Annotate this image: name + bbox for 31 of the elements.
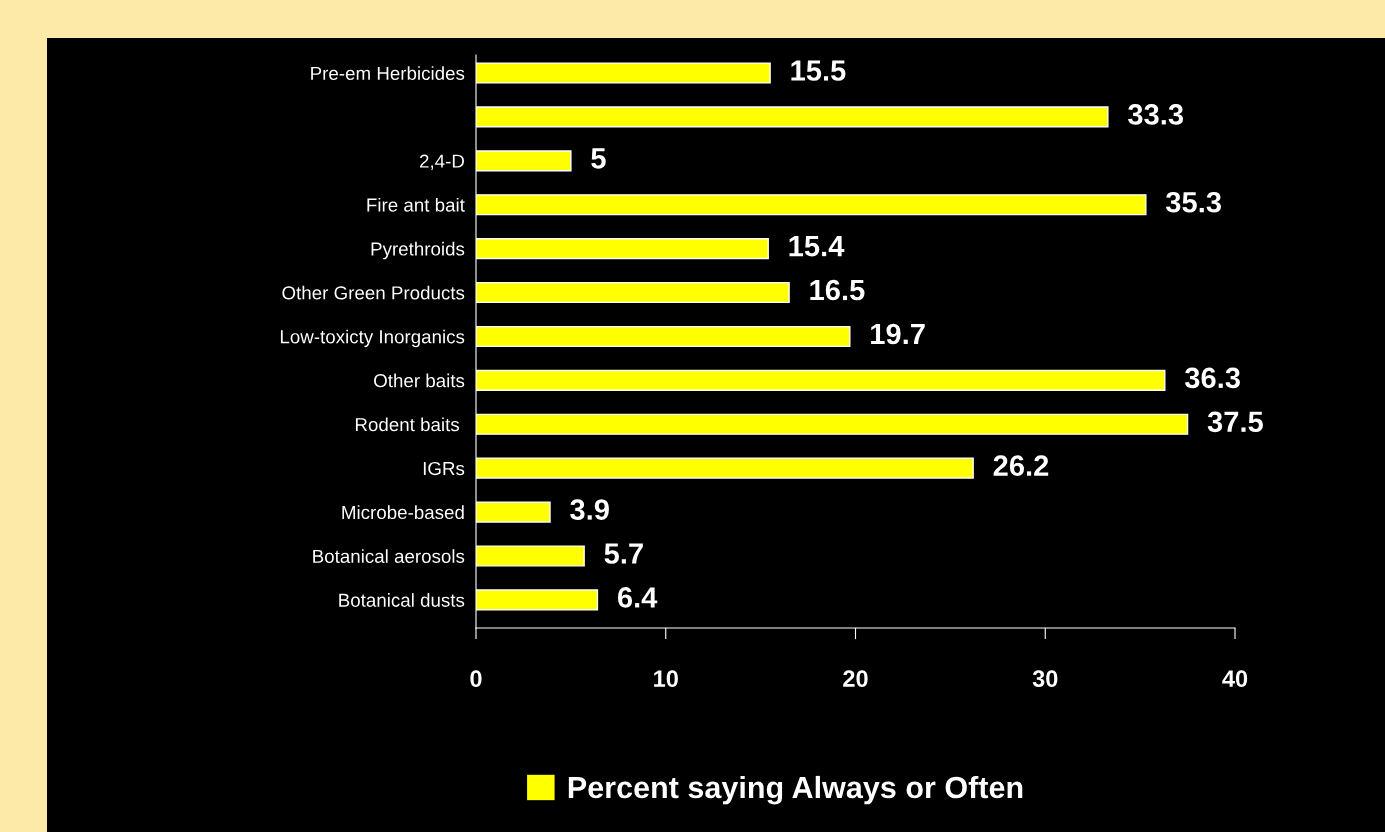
legend-label: Percent saying Always or Often (568, 775, 1023, 805)
y-tick-label: Other baits (374, 373, 465, 388)
x-tick-label: 40 (1222, 670, 1248, 688)
x-tick-label: 10 (654, 670, 678, 688)
y-tick-label: Rodent baits (355, 417, 460, 432)
y-tick-label: Fire ant bait (367, 197, 465, 212)
y-tick-label: Microbe-based (342, 505, 464, 520)
data-label: 19.7 (871, 323, 925, 345)
data-label: 5 (591, 148, 606, 169)
data-label: 3.9 (570, 499, 609, 520)
data-label: 35.3 (1165, 191, 1221, 213)
x-tick-label: 30 (1032, 670, 1058, 688)
data-label: 6.4 (617, 587, 658, 608)
data-label: 16.5 (810, 279, 865, 301)
data-label: 26.2 (993, 455, 1049, 476)
y-tick-label: 2,4-D (419, 154, 464, 171)
y-tick-label: Pre-em Herbicides (311, 66, 465, 80)
y-tick-label: Other Green Products (282, 285, 465, 300)
data-label: 33.3 (1127, 104, 1184, 125)
y-tick-label: Botanical aerosols (313, 549, 465, 563)
y-tick-label: Botanical dusts (339, 593, 465, 607)
y-tick-label: Pyrethroids (371, 241, 465, 260)
y-tick-label: Low-toxicty Inorganics (280, 329, 465, 348)
x-tick-label: 20 (843, 670, 868, 688)
x-tick-label: 0 (470, 670, 482, 688)
data-label: 5.7 (604, 543, 643, 564)
data-label: 15.5 (791, 60, 846, 81)
data-label: 37.5 (1207, 411, 1263, 433)
data-label: 15.4 (789, 236, 845, 257)
data-label: 36.3 (1184, 367, 1240, 389)
y-tick-label: IGRs (423, 461, 465, 476)
